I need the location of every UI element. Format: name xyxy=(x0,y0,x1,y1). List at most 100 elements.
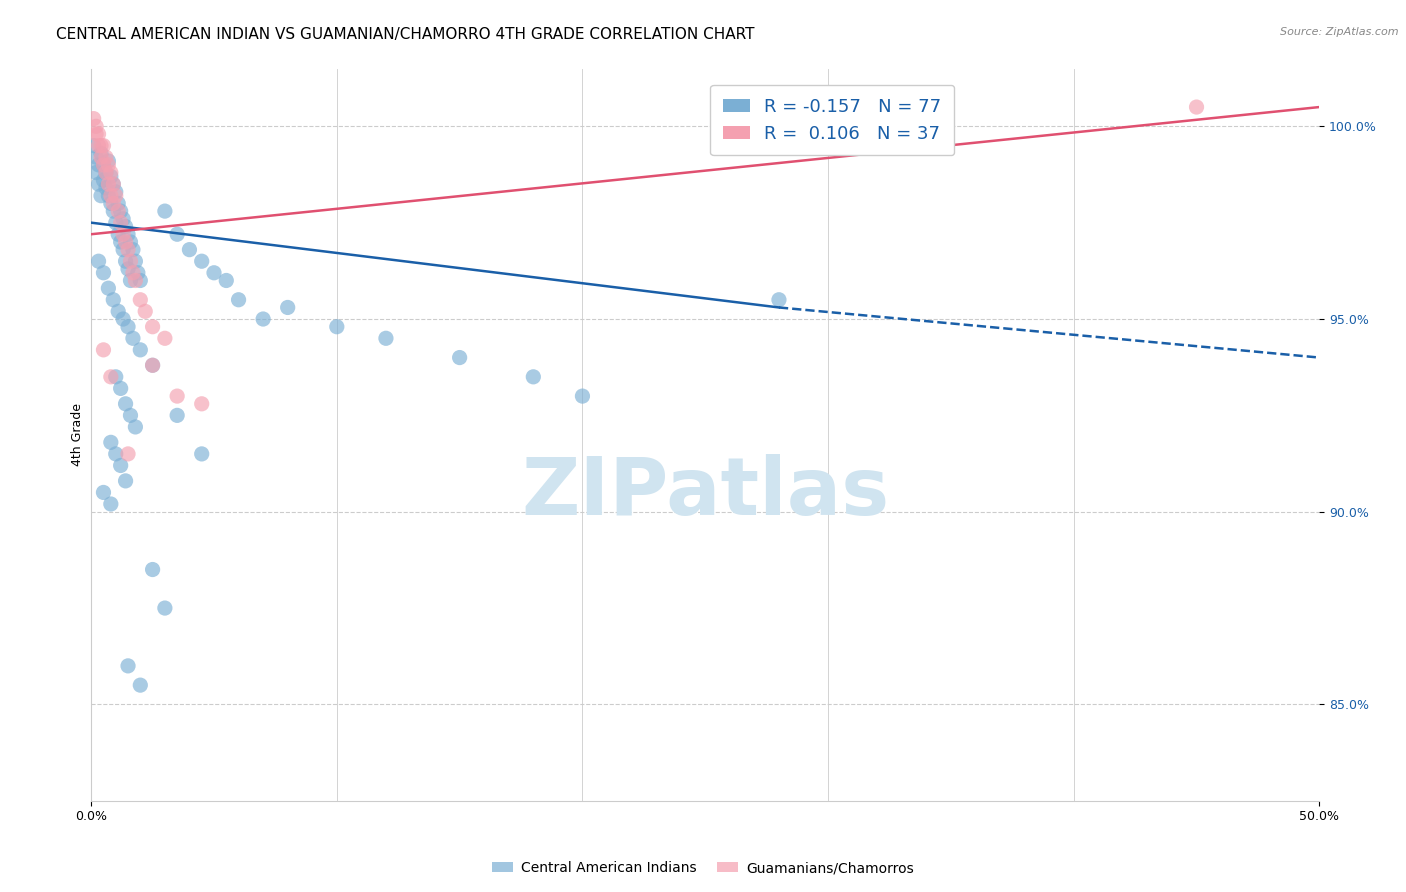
Point xyxy=(97,154,120,169)
Point xyxy=(100,497,122,511)
Point xyxy=(179,243,201,257)
Point xyxy=(93,158,115,172)
Point xyxy=(93,266,115,280)
Point xyxy=(94,181,117,195)
Point xyxy=(104,369,127,384)
Point xyxy=(768,293,790,307)
Point xyxy=(114,397,136,411)
Point xyxy=(122,243,145,257)
Point xyxy=(100,169,122,184)
Legend: Central American Indians, Guamanians/Chamorros: Central American Indians, Guamanians/Cha… xyxy=(486,855,920,880)
Point xyxy=(153,331,176,345)
Point xyxy=(100,188,122,202)
Point xyxy=(142,562,165,576)
Point xyxy=(87,138,110,153)
Point xyxy=(117,227,139,242)
Point xyxy=(100,196,122,211)
Point xyxy=(166,389,188,403)
Point xyxy=(97,281,120,295)
Point xyxy=(93,158,115,172)
Point xyxy=(110,216,132,230)
Point xyxy=(103,204,125,219)
Point xyxy=(112,211,135,226)
Point xyxy=(112,243,135,257)
Point xyxy=(84,127,107,141)
Point xyxy=(107,204,129,219)
Point xyxy=(104,188,127,202)
Point xyxy=(571,389,593,403)
Point xyxy=(120,273,142,287)
Point xyxy=(84,165,107,179)
Point xyxy=(124,254,146,268)
Point xyxy=(134,304,156,318)
Point xyxy=(190,397,212,411)
Point xyxy=(117,447,139,461)
Point xyxy=(228,293,250,307)
Point xyxy=(153,204,176,219)
Point xyxy=(90,138,112,153)
Point xyxy=(90,150,112,164)
Text: ZIPatlas: ZIPatlas xyxy=(522,454,890,533)
Point xyxy=(120,254,142,268)
Point xyxy=(97,188,120,202)
Point xyxy=(252,312,274,326)
Point xyxy=(104,447,127,461)
Point xyxy=(117,658,139,673)
Point xyxy=(190,447,212,461)
Point xyxy=(93,173,115,187)
Point xyxy=(87,158,110,172)
Point xyxy=(104,216,127,230)
Point xyxy=(93,138,115,153)
Point xyxy=(1185,100,1208,114)
Point xyxy=(103,177,125,191)
Point xyxy=(124,420,146,434)
Point xyxy=(94,165,117,179)
Point xyxy=(83,138,105,153)
Point xyxy=(277,301,299,315)
Point xyxy=(166,409,188,423)
Point xyxy=(93,343,115,357)
Point xyxy=(129,343,152,357)
Point xyxy=(103,177,125,191)
Point xyxy=(100,165,122,179)
Point xyxy=(90,146,112,161)
Point xyxy=(122,266,145,280)
Point xyxy=(374,331,396,345)
Point xyxy=(94,150,117,164)
Point xyxy=(100,369,122,384)
Point xyxy=(142,358,165,372)
Point xyxy=(120,409,142,423)
Text: Source: ZipAtlas.com: Source: ZipAtlas.com xyxy=(1281,27,1399,37)
Point xyxy=(110,458,132,473)
Point xyxy=(129,678,152,692)
Point xyxy=(90,188,112,202)
Point xyxy=(114,254,136,268)
Y-axis label: 4th Grade: 4th Grade xyxy=(72,403,84,467)
Point xyxy=(117,319,139,334)
Point xyxy=(142,319,165,334)
Point xyxy=(117,261,139,276)
Point xyxy=(93,485,115,500)
Point xyxy=(112,227,135,242)
Point xyxy=(110,381,132,395)
Point xyxy=(326,319,349,334)
Point xyxy=(153,601,176,615)
Point xyxy=(114,474,136,488)
Point xyxy=(127,266,149,280)
Point xyxy=(97,158,120,172)
Point xyxy=(97,177,120,191)
Point xyxy=(103,196,125,211)
Point xyxy=(449,351,471,365)
Point xyxy=(87,127,110,141)
Point xyxy=(114,219,136,234)
Point xyxy=(190,254,212,268)
Point xyxy=(100,435,122,450)
Point xyxy=(103,293,125,307)
Point xyxy=(104,185,127,199)
Point xyxy=(142,358,165,372)
Point xyxy=(129,293,152,307)
Text: CENTRAL AMERICAN INDIAN VS GUAMANIAN/CHAMORRO 4TH GRADE CORRELATION CHART: CENTRAL AMERICAN INDIAN VS GUAMANIAN/CHA… xyxy=(56,27,755,42)
Point xyxy=(522,369,544,384)
Point xyxy=(166,227,188,242)
Point xyxy=(110,204,132,219)
